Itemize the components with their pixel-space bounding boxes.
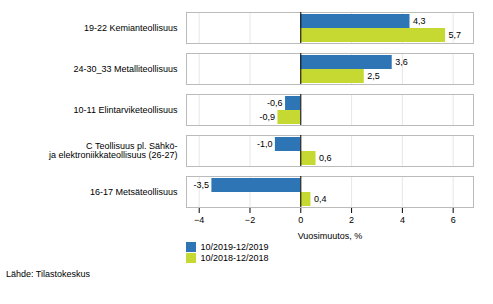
svg-text:0,4: 0,4	[314, 194, 327, 204]
svg-text:0: 0	[298, 215, 303, 225]
svg-text:2,5: 2,5	[367, 71, 380, 81]
svg-text:16-17 Metsäteollisuus: 16-17 Metsäteollisuus	[90, 187, 178, 197]
svg-text:Vuosimuutos, %: Vuosimuutos, %	[298, 231, 363, 241]
html-text:10/2018-12/2018: 10/2018-12/2018	[200, 253, 269, 263]
svg-text:6: 6	[451, 215, 456, 225]
svg-text:10-11 Elintarviketeollisuus: 10-11 Elintarviketeollisuus	[74, 105, 178, 115]
html-text:10/2019-12/2019: 10/2019-12/2019	[200, 242, 269, 252]
svg-text:4: 4	[400, 215, 405, 225]
svg-text:24-30_33 Metalliteollisuus: 24-30_33 Metalliteollisuus	[73, 64, 178, 74]
svg-text:−4: −4	[194, 215, 204, 225]
svg-text:-3,5: -3,5	[193, 180, 209, 190]
svg-text:-1,0: -1,0	[257, 139, 273, 149]
html-text:Lähde: Tilastokeskus: Lähde: Tilastokeskus	[6, 268, 91, 279]
svg-text:−2: −2	[245, 215, 255, 225]
svg-text:4,3: 4,3	[413, 16, 426, 26]
svg-text:5,7: 5,7	[449, 30, 462, 40]
svg-text:0,6: 0,6	[319, 153, 332, 163]
svg-text:C Teollisuus pl. Sähkö-ja elek: C Teollisuus pl. Sähkö-ja elektroniikkat…	[48, 141, 178, 160]
svg-text:3,6: 3,6	[395, 57, 408, 67]
svg-text:2: 2	[349, 215, 354, 225]
svg-text:-0,9: -0,9	[259, 112, 275, 122]
svg-text:19-22 Kemianteollisuus: 19-22 Kemianteollisuus	[84, 23, 178, 33]
svg-text:-0,6: -0,6	[267, 98, 283, 108]
